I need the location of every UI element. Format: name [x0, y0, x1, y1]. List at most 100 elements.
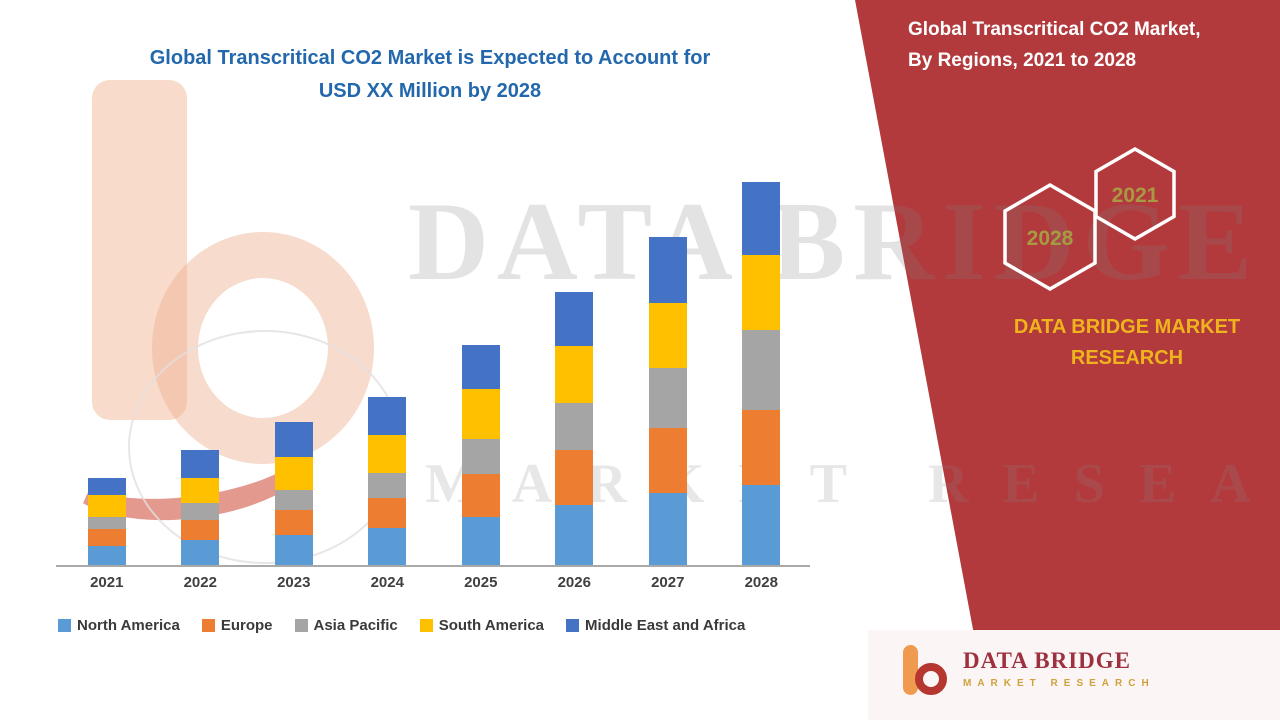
bar-segment: [368, 498, 407, 528]
side-panel-title: Global Transcritical CO2 Market, By Regi…: [908, 14, 1268, 77]
hexagon-2021-shape: [1094, 146, 1176, 242]
x-axis-labels: 2021 2022 2023 2024 2025 2026 2027 2028: [60, 574, 808, 591]
legend-label: Europe: [220, 617, 273, 634]
x-axis-label: 2021: [90, 574, 124, 591]
side-panel-brand: DATA BRIDGE MARKET RESEARCH: [960, 312, 1280, 374]
bar-segment: [181, 540, 220, 565]
legend-swatch: [201, 619, 215, 632]
chart-title-line2: USD XX Million by 2028: [318, 80, 542, 102]
legend-swatch: [419, 619, 433, 632]
bar-segment: [368, 397, 407, 435]
bar-segment: [274, 457, 313, 490]
bar-slot: [528, 165, 622, 565]
bar-segment: [742, 182, 781, 255]
x-axis-label: 2027: [651, 574, 685, 591]
bar-segment: [742, 255, 781, 330]
bar-segment: [274, 422, 313, 457]
bar-segment: [742, 485, 781, 565]
footer-strip: DATA BRIDGE MARKET RESEARCH: [868, 630, 1280, 720]
x-axis-label: 2026: [557, 574, 591, 591]
legend: North America Europe Asia Pacific South Ame…: [58, 617, 838, 634]
chart-title-line1: Global Transcritical CO2 Market is Expec…: [149, 47, 711, 69]
bar-segment: [181, 520, 220, 540]
footer-logo: [893, 643, 951, 703]
footer-logo-ring-shape: [915, 663, 947, 695]
stacked-bar-2028: [742, 182, 781, 565]
x-axis-line: [56, 565, 810, 567]
bar-segment: [461, 389, 500, 439]
bar-segment: [555, 346, 594, 403]
bar-slot: [60, 165, 154, 565]
side-panel-title-line2: By Regions, 2021 to 2028: [908, 50, 1137, 72]
bar-slot: [341, 165, 435, 565]
legend-label: Asia Pacific: [313, 617, 398, 634]
legend-label: South America: [438, 617, 545, 634]
legend-item: Asia Pacific: [294, 617, 398, 634]
x-axis-label: 2022: [183, 574, 217, 591]
x-axis-label: 2025: [464, 574, 498, 591]
footer-brand-name: DATA BRIDGE: [963, 648, 1131, 673]
legend-item: Europe: [201, 617, 273, 634]
hexagon-2021-label: 2021: [1112, 184, 1159, 207]
bar-segment: [555, 403, 594, 450]
x-axis-label: 2023: [277, 574, 311, 591]
legend-swatch: [294, 619, 308, 632]
bar-segment: [87, 546, 126, 565]
hexagons-graphic: 2028 2021: [1003, 146, 1176, 292]
bar-slot: [621, 165, 715, 565]
bar-slot: [154, 165, 248, 565]
footer-logo-bar-shape: [903, 645, 918, 695]
bar-slot: [434, 165, 528, 565]
bar-segment: [87, 495, 126, 517]
legend-label: Middle East and Africa: [585, 617, 746, 634]
chart-title: Global Transcritical CO2 Market is Expec…: [80, 42, 780, 108]
legend-item: South America: [419, 617, 545, 634]
bar-segment: [274, 510, 313, 535]
watermark-text-line1: DATA BRIDGE: [408, 180, 1261, 304]
bar-segment: [87, 517, 126, 529]
bar-segment: [648, 368, 687, 428]
bar-segment: [461, 345, 500, 389]
bar-segment: [181, 450, 220, 478]
hexagon-2028-label: 2028: [1027, 227, 1074, 250]
bar-segment: [87, 529, 126, 546]
footer-brand-subtitle: MARKET RESEARCH: [963, 678, 1155, 689]
bar-segment: [648, 303, 687, 368]
legend-item: North America: [58, 617, 180, 634]
bar-segment: [181, 503, 220, 520]
bar-segment: [555, 450, 594, 505]
bar-segment: [555, 292, 594, 346]
bar-segment: [368, 473, 407, 498]
side-panel-brand-line1: DATA BRIDGE MARKET: [1013, 316, 1241, 338]
legend-swatch: [566, 619, 580, 632]
bar-segment: [648, 237, 687, 303]
stacked-bar-2022: [181, 450, 220, 565]
bar-segment: [648, 493, 687, 565]
legend-label: North America: [77, 617, 180, 634]
legend-item: Middle East and Africa: [566, 617, 745, 634]
bar-segment: [274, 535, 313, 565]
stacked-bar-2026: [555, 292, 594, 565]
bar-segment: [555, 505, 594, 565]
bar-segment: [368, 528, 407, 565]
x-axis-label: 2024: [370, 574, 404, 591]
bar-segment: [461, 474, 500, 517]
stacked-bar-2021: [87, 478, 126, 565]
bars-row: [60, 165, 808, 565]
stacked-bar-2024: [368, 397, 407, 565]
legend-swatch: [58, 619, 71, 632]
side-panel-brand-line2: RESEARCH: [1070, 347, 1184, 369]
footer-brand: DATA BRIDGE MARKET RESEARCH: [963, 648, 1243, 689]
bar-segment: [274, 490, 313, 510]
stacked-bar-2025: [461, 345, 500, 565]
stacked-bar-2027: [648, 237, 687, 565]
bar-slot: [715, 165, 809, 565]
x-axis-label: 2028: [744, 574, 778, 591]
bar-segment: [461, 439, 500, 474]
bar-segment: [461, 517, 500, 565]
side-panel-title-line1: Global Transcritical CO2 Market,: [908, 19, 1201, 40]
bar-segment: [181, 478, 220, 503]
bar-segment: [742, 330, 781, 410]
bar-slot: [247, 165, 341, 565]
